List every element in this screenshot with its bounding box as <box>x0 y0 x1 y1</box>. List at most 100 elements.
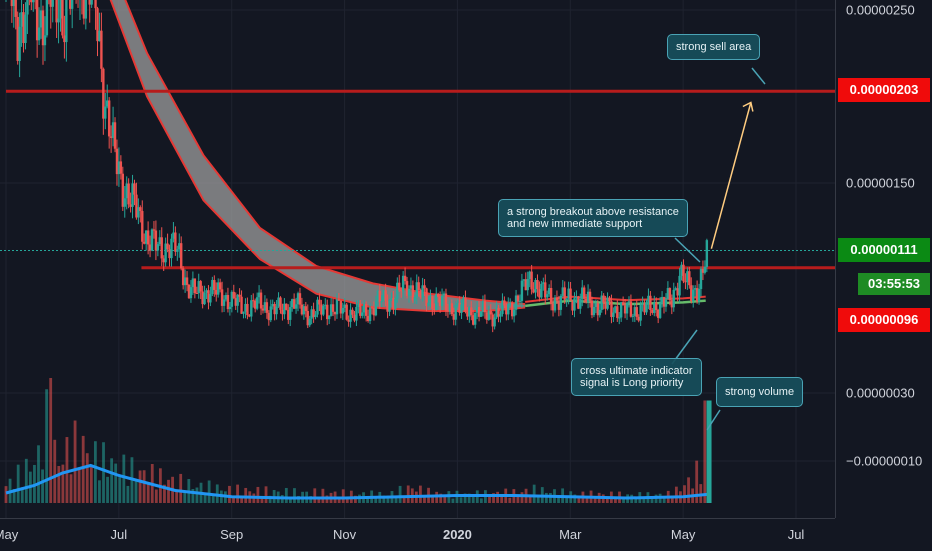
candle-body <box>682 264 685 282</box>
candle-body <box>479 311 483 317</box>
volume-bar <box>500 496 504 503</box>
candle-body <box>213 279 216 290</box>
candle-body <box>374 301 378 316</box>
candle-body <box>559 295 563 310</box>
candle-body <box>483 301 487 313</box>
candle-body <box>411 285 415 301</box>
price-chart-pane[interactable]: strong sell area a strong breakout above… <box>0 0 835 518</box>
candle-body <box>641 303 644 306</box>
volume-bar <box>24 458 28 503</box>
candle-body <box>567 288 570 299</box>
candle-body <box>296 293 300 305</box>
candle-body <box>656 309 660 318</box>
strong-volume-callout[interactable]: strong volume <box>716 377 804 407</box>
candle-body <box>250 300 253 317</box>
volume-ma-line <box>5 463 709 500</box>
candle-body <box>228 306 232 310</box>
candle-body <box>205 290 208 293</box>
volume-bar <box>106 476 109 503</box>
candle-body <box>320 304 323 315</box>
candle-body <box>265 302 269 313</box>
candle-body <box>246 303 249 316</box>
volume-bar <box>382 495 386 503</box>
candle-body <box>226 295 230 310</box>
candle-body <box>35 0 39 41</box>
candle-body <box>680 264 683 276</box>
volume-bar <box>12 488 16 503</box>
candle-body <box>446 310 450 312</box>
candle-body <box>316 299 319 315</box>
candle-body <box>473 312 477 325</box>
candle-body <box>398 282 401 291</box>
candle-body <box>427 302 430 306</box>
volume-bar <box>93 441 97 503</box>
candle-body <box>240 296 243 314</box>
candle-body <box>158 237 161 245</box>
volume-bar <box>557 497 560 503</box>
candle-body <box>322 305 325 315</box>
candle-body <box>61 0 64 36</box>
volume-bar <box>605 496 609 503</box>
candle-body <box>703 267 707 273</box>
volume-bar <box>687 477 690 503</box>
candle-body <box>148 244 152 251</box>
candle-body <box>616 306 619 318</box>
candle-body <box>244 303 247 312</box>
volume-bar <box>549 492 552 503</box>
volume-bar <box>175 490 179 503</box>
candle-body <box>686 271 689 283</box>
candle-body <box>431 295 434 309</box>
candle-body <box>692 289 695 302</box>
volume-bar <box>163 484 166 503</box>
candle-body <box>117 161 121 175</box>
candle-body <box>185 277 189 285</box>
candle-body <box>421 285 424 298</box>
volume-bar <box>321 488 325 503</box>
resistance-lines[interactable] <box>0 89 835 270</box>
candle-body <box>693 288 697 290</box>
chart-canvas[interactable] <box>0 0 835 518</box>
candle-body <box>495 308 498 318</box>
candle-body <box>324 304 327 306</box>
candle-body <box>372 307 376 316</box>
candle-body <box>544 282 547 298</box>
volume-bar <box>203 493 207 503</box>
volume-bar <box>508 497 512 503</box>
candle-body <box>203 292 206 305</box>
candle-body <box>390 297 393 301</box>
candle-body <box>442 293 446 296</box>
candle-body <box>485 312 489 320</box>
candle-body <box>701 268 705 273</box>
breakout-callout[interactable]: a strong breakout above resistance and n… <box>498 199 688 237</box>
volume-bar <box>244 487 248 503</box>
volume-bar <box>195 487 199 503</box>
volume-bar <box>520 492 524 503</box>
candle-body <box>125 183 128 199</box>
candle-body <box>403 275 407 282</box>
time-scale[interactable]: May Jul Sep Nov 2020 Mar May Jul <box>0 518 835 551</box>
candle-body <box>234 298 237 306</box>
candle-body <box>135 194 138 218</box>
candle-body <box>123 198 126 207</box>
candle-body <box>170 238 173 259</box>
volume-bar <box>53 439 57 503</box>
candle-body <box>575 297 578 299</box>
candle-body <box>236 294 239 306</box>
candle-body <box>263 302 267 311</box>
candle-body <box>452 314 455 320</box>
candle-body <box>121 173 125 207</box>
price-scale[interactable]: 0.00000250 0.00000150 0.00000030 −0.0000001… <box>835 0 932 518</box>
candle-body <box>481 301 485 312</box>
candle-body <box>697 288 701 302</box>
volume-bar <box>211 494 215 503</box>
candle-body <box>456 303 459 306</box>
sell-area-callout[interactable]: strong sell area <box>667 34 761 60</box>
volume-bar <box>354 495 357 503</box>
cross-signal-callout[interactable]: cross ultimate indicator signal is Long … <box>571 358 702 396</box>
candle-body <box>55 0 58 23</box>
candle-body <box>180 243 183 269</box>
candle-body <box>152 229 156 231</box>
candle-body <box>294 304 298 309</box>
time-tick-label: Nov <box>333 527 357 542</box>
volume-bar <box>642 499 646 503</box>
